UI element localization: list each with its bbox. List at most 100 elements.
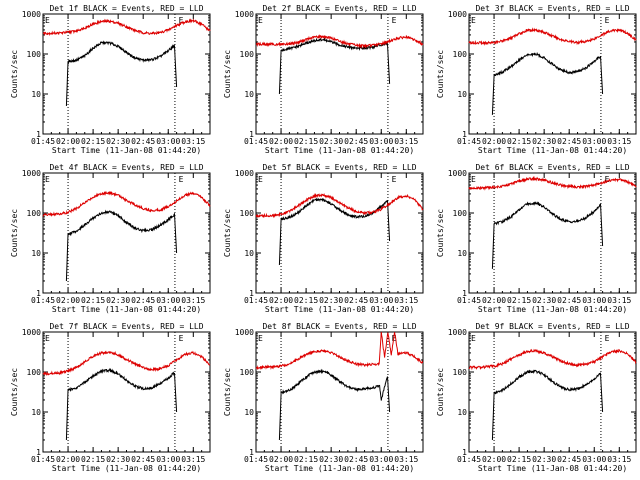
y-tick-label: 1000 — [448, 169, 467, 178]
x-tick-label: 03:15 — [607, 296, 631, 305]
eclipse-marker-label: E — [179, 16, 184, 25]
x-tick-label: 02:30 — [106, 137, 130, 146]
x-tick-label: 01:45 — [31, 455, 55, 464]
x-tick-label: 02:30 — [532, 296, 556, 305]
y-tick-label: 10 — [244, 90, 254, 99]
eclipse-marker-label: E — [392, 16, 397, 25]
x-tick-label: 01:45 — [457, 137, 481, 146]
x-tick-label: 02:00 — [56, 455, 80, 464]
y-tick-label: 1 — [249, 448, 254, 457]
x-tick-label: 02:45 — [131, 296, 155, 305]
events-series-line — [65, 367, 178, 441]
x-tick-label: 03:00 — [582, 137, 606, 146]
events-series-line — [65, 209, 178, 282]
y-tick-label: 100 — [240, 209, 255, 218]
y-tick-label: 1000 — [235, 328, 254, 337]
y-axis-label: Counts/sec — [436, 209, 445, 257]
x-tick-label: 02:15 — [507, 296, 531, 305]
x-axis-label: Start Time (11-Jan-08 01:44:20) — [52, 464, 201, 473]
x-tick-label: 01:45 — [244, 455, 268, 464]
x-tick-label: 02:45 — [557, 137, 581, 146]
panel-title: Det 7f BLACK = Events, RED = LLD — [49, 322, 203, 331]
y-tick-label: 100 — [453, 50, 468, 59]
x-tick-label: 02:00 — [482, 296, 506, 305]
x-tick-label: 02:15 — [294, 296, 318, 305]
panel-det-3f: Det 3f BLACK = Events, RED = LLD 1 10 100 10… — [436, 4, 637, 155]
x-tick-label: 02:30 — [106, 455, 130, 464]
panel-title: Det 3f BLACK = Events, RED = LLD — [475, 4, 629, 13]
panel-title: Det 4f BLACK = Events, RED = LLD — [49, 163, 203, 172]
y-tick-label: 1000 — [22, 10, 41, 19]
lld-series-line — [255, 192, 424, 219]
y-tick-label: 10 — [244, 408, 254, 417]
y-tick-label: 1 — [462, 130, 467, 139]
x-tick-label: 02:15 — [294, 455, 318, 464]
x-tick-label: 01:45 — [457, 296, 481, 305]
panel-det-5f: Det 5f BLACK = Events, RED = LLD 1 10 100 10… — [223, 163, 424, 314]
x-tick-label: 02:45 — [557, 296, 581, 305]
x-tick-label: 01:45 — [31, 296, 55, 305]
x-tick-label: 02:30 — [106, 296, 130, 305]
panel-det-8f: Det 8f BLACK = Events, RED = LLD 1 10 100 10… — [223, 322, 424, 473]
panel-title: Det 5f BLACK = Events, RED = LLD — [262, 163, 416, 172]
x-axis-label: Start Time (11-Jan-08 01:44:20) — [265, 464, 414, 473]
x-tick-label: 03:00 — [369, 455, 393, 464]
eclipse-marker-label: E — [45, 175, 50, 184]
x-tick-label: 03:15 — [181, 137, 205, 146]
x-tick-label: 03:15 — [607, 137, 631, 146]
y-tick-label: 1000 — [448, 328, 467, 337]
x-tick-label: 02:30 — [532, 137, 556, 146]
x-tick-label: 02:45 — [344, 455, 368, 464]
y-axis-label: Counts/sec — [223, 50, 232, 98]
x-tick-label: 01:45 — [244, 296, 268, 305]
y-tick-label: 1000 — [448, 10, 467, 19]
eclipse-marker-label: E — [258, 175, 263, 184]
eclipse-marker-label: E — [258, 334, 263, 343]
x-tick-label: 02:15 — [81, 137, 105, 146]
x-tick-label: 03:15 — [181, 455, 205, 464]
lld-series-line — [255, 34, 424, 49]
events-series-line — [65, 40, 178, 107]
x-tick-label: 02:45 — [344, 296, 368, 305]
x-tick-label: 03:00 — [582, 296, 606, 305]
lld-series-line — [42, 350, 211, 376]
y-axis-label: Counts/sec — [10, 368, 19, 416]
x-tick-label: 03:15 — [394, 137, 418, 146]
x-tick-label: 02:00 — [56, 296, 80, 305]
x-tick-label: 02:45 — [131, 137, 155, 146]
x-tick-label: 03:15 — [181, 296, 205, 305]
lld-series-line — [42, 190, 211, 217]
x-tick-label: 03:15 — [394, 455, 418, 464]
y-tick-label: 100 — [453, 209, 468, 218]
x-axis-label: Start Time (11-Jan-08 01:44:20) — [265, 305, 414, 314]
events-series-line — [278, 368, 391, 441]
y-tick-label: 100 — [240, 50, 255, 59]
y-tick-label: 10 — [457, 249, 467, 258]
y-tick-label: 10 — [457, 408, 467, 417]
x-tick-label: 02:00 — [56, 137, 80, 146]
events-series-line — [278, 36, 391, 95]
x-tick-label: 02:15 — [294, 137, 318, 146]
panel-title: Det 9f BLACK = Events, RED = LLD — [475, 322, 629, 331]
eclipse-marker-label: E — [392, 175, 397, 184]
x-tick-label: 01:45 — [457, 455, 481, 464]
x-tick-label: 02:45 — [131, 455, 155, 464]
y-tick-label: 10 — [457, 90, 467, 99]
eclipse-marker-label: E — [179, 175, 184, 184]
x-tick-label: 03:00 — [156, 137, 180, 146]
x-tick-label: 03:00 — [156, 455, 180, 464]
y-tick-label: 100 — [27, 368, 42, 377]
panel-det-1f: Det 1f BLACK = Events, RED = LLD 1 10 100 10… — [10, 4, 211, 155]
x-tick-label: 01:45 — [31, 137, 55, 146]
y-tick-label: 100 — [27, 50, 42, 59]
x-tick-label: 03:00 — [369, 296, 393, 305]
panel-title: Det 1f BLACK = Events, RED = LLD — [49, 4, 203, 13]
y-axis-label: Counts/sec — [436, 50, 445, 98]
events-series-line — [278, 197, 391, 266]
x-tick-label: 02:00 — [269, 296, 293, 305]
y-tick-label: 1000 — [22, 169, 41, 178]
y-tick-label: 10 — [244, 249, 254, 258]
eclipse-marker-label: E — [605, 175, 610, 184]
x-axis-label: Start Time (11-Jan-08 01:44:20) — [478, 146, 627, 155]
y-tick-label: 1 — [249, 130, 254, 139]
